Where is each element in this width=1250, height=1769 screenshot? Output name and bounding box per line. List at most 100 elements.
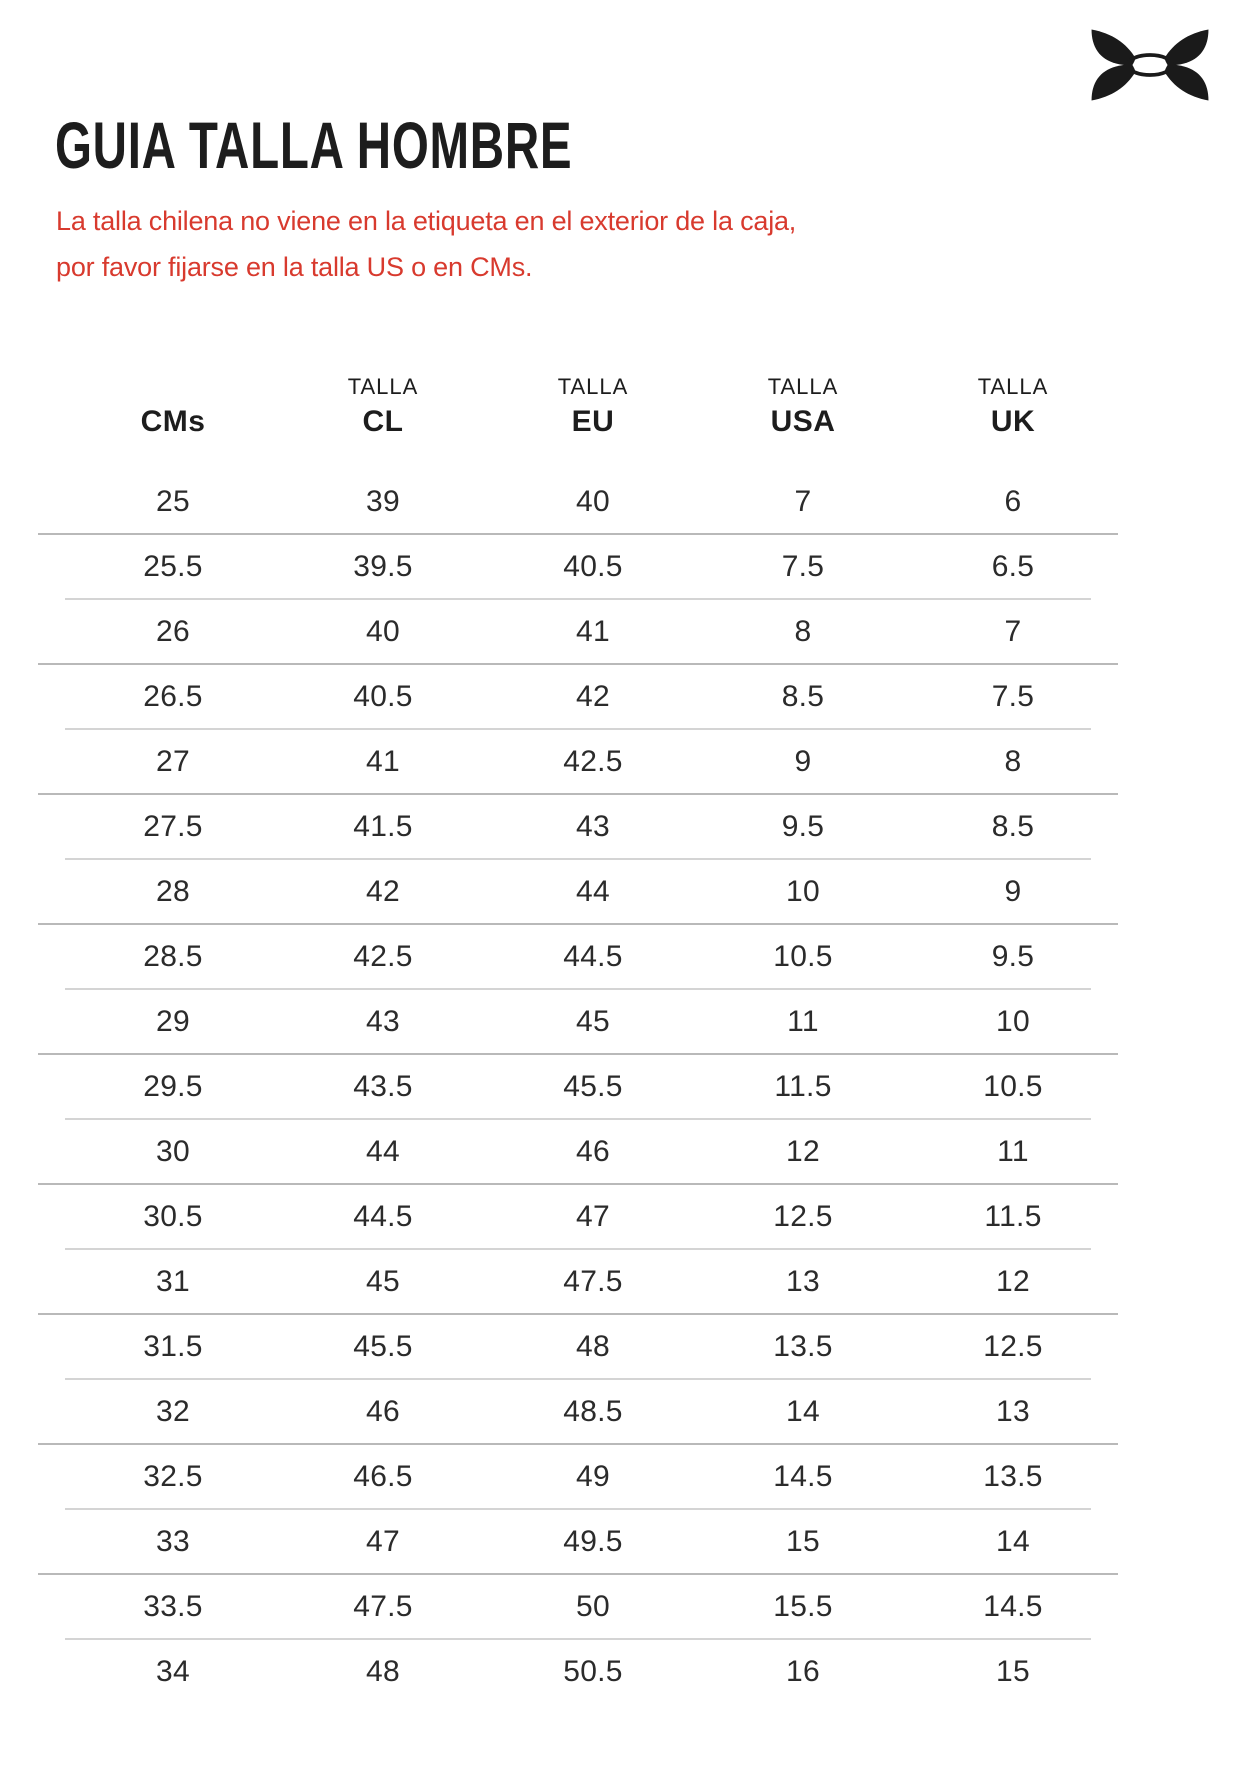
column-label: CL	[362, 405, 404, 438]
table-row: 30.5 44.5 47 12.5 11.5	[38, 1185, 1118, 1248]
size-cell: 47	[366, 1524, 400, 1558]
row-divider	[38, 1183, 1118, 1185]
size-cell: 13.5	[773, 1329, 833, 1363]
size-cell: 9.5	[991, 939, 1035, 973]
size-cell: 13.5	[983, 1459, 1043, 1493]
size-cell: 47.5	[353, 1589, 413, 1623]
size-cell: 11	[787, 1004, 819, 1038]
size-cell: 44	[576, 874, 610, 908]
size-cell: 42.5	[563, 744, 623, 778]
row-divider	[65, 1378, 1091, 1380]
size-cell: 40.5	[563, 549, 623, 583]
size-cell: 11.5	[984, 1199, 1042, 1233]
size-cell: 7	[794, 484, 812, 518]
table-header-cell: TALLA USA	[698, 372, 908, 442]
size-cell: 12	[786, 1134, 820, 1168]
size-cell: 44.5	[353, 1199, 413, 1233]
size-cell: 48	[366, 1654, 400, 1688]
table-row: 33 47 49.5 15 14	[38, 1510, 1118, 1573]
size-cell: 47	[576, 1199, 610, 1233]
column-label: USA	[770, 405, 836, 438]
size-cell: 6	[1004, 484, 1022, 518]
size-cell: 8	[1004, 744, 1022, 778]
table-row: 33.5 47.5 50 15.5 14.5	[38, 1575, 1118, 1638]
size-cell: 6.5	[991, 549, 1035, 583]
size-cell: 14	[996, 1524, 1030, 1558]
size-cell: 11	[997, 1134, 1029, 1168]
column-label: UK	[990, 405, 1036, 438]
size-cell: 27	[156, 744, 190, 778]
size-cell: 25.5	[143, 549, 203, 583]
size-cell: 29.5	[143, 1069, 203, 1103]
size-cell: 15	[786, 1524, 820, 1558]
size-cell: 13	[786, 1264, 820, 1298]
size-cell: 42	[576, 679, 610, 713]
column-group-label	[68, 372, 278, 402]
size-cell: 45.5	[353, 1329, 413, 1363]
size-cell: 14.5	[773, 1459, 833, 1493]
size-cell: 11.5	[774, 1069, 832, 1103]
table-row: 27 41 42.5 9 8	[38, 730, 1118, 793]
size-cell: 14.5	[983, 1589, 1043, 1623]
row-divider	[65, 728, 1091, 730]
size-cell: 9	[1004, 874, 1022, 908]
column-group-label: TALLA	[557, 374, 629, 399]
size-cell: 7.5	[781, 549, 825, 583]
notice-line-2: por favor fijarse en la talla US o en CM…	[56, 252, 533, 282]
size-cell: 33	[156, 1524, 190, 1558]
size-cell: 25	[156, 484, 190, 518]
size-cell: 40	[366, 614, 400, 648]
row-divider	[38, 1313, 1118, 1315]
size-cell: 43	[366, 1004, 400, 1038]
size-cell: 15	[996, 1654, 1030, 1688]
row-divider	[65, 1638, 1091, 1640]
size-cell: 10	[996, 1004, 1030, 1038]
size-cell: 46.5	[353, 1459, 413, 1493]
size-cell: 14	[786, 1394, 820, 1428]
size-cell: 41	[366, 744, 400, 778]
under-armour-logo-icon	[1088, 28, 1212, 102]
column-group-label: TALLA	[977, 374, 1049, 399]
size-cell: 45.5	[563, 1069, 623, 1103]
table-row: 32 46 48.5 14 13	[38, 1380, 1118, 1443]
row-divider	[38, 1443, 1118, 1445]
size-cell: 48	[576, 1329, 610, 1363]
table-row: 25 39 40 7 6	[38, 470, 1118, 533]
size-cell: 46	[576, 1134, 610, 1168]
size-cell: 31.5	[143, 1329, 203, 1363]
table-row: 28 42 44 10 9	[38, 860, 1118, 923]
size-cell: 39.5	[353, 549, 413, 583]
size-cell: 45	[366, 1264, 400, 1298]
size-cell: 10	[786, 874, 820, 908]
size-cell: 41.5	[353, 809, 413, 843]
row-divider	[38, 533, 1118, 535]
size-cell: 42	[366, 874, 400, 908]
size-cell: 44.5	[563, 939, 623, 973]
size-cell: 45	[576, 1004, 610, 1038]
size-cell: 29	[156, 1004, 190, 1038]
size-cell: 32	[156, 1394, 190, 1428]
table-row: 32.5 46.5 49 14.5 13.5	[38, 1445, 1118, 1508]
table-header-cell: TALLA CL	[278, 372, 488, 442]
size-cell: 43	[576, 809, 610, 843]
size-cell: 50	[576, 1589, 610, 1623]
table-row: 30 44 46 12 11	[38, 1120, 1118, 1183]
size-cell: 47.5	[563, 1264, 623, 1298]
size-cell: 7.5	[991, 679, 1035, 713]
size-cell: 30.5	[143, 1199, 203, 1233]
row-divider	[65, 598, 1091, 600]
notice-text: La talla chilena no viene en la etiqueta…	[56, 198, 796, 290]
table-row: 25.5 39.5 40.5 7.5 6.5	[38, 535, 1118, 598]
size-cell: 12	[996, 1264, 1030, 1298]
size-cell: 39	[366, 484, 400, 518]
table-row: 31 45 47.5 13 12	[38, 1250, 1118, 1313]
table-row: 29.5 43.5 45.5 11.5 10.5	[38, 1055, 1118, 1118]
size-cell: 8	[794, 614, 812, 648]
column-label: EU	[571, 405, 615, 438]
size-cell: 34	[156, 1654, 190, 1688]
table-row: 26 40 41 8 7	[38, 600, 1118, 663]
size-cell: 26	[156, 614, 190, 648]
row-divider	[38, 663, 1118, 665]
size-cell: 10.5	[773, 939, 833, 973]
row-divider	[65, 1118, 1091, 1120]
